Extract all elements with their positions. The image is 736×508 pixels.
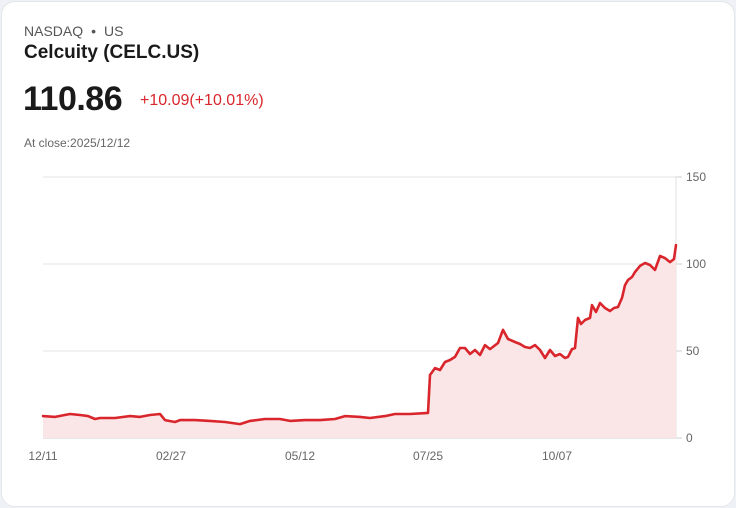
separator-dot: • — [91, 23, 97, 39]
price: 110.86 — [23, 80, 123, 118]
price-area-fill — [43, 245, 676, 438]
price-line[interactable] — [41, 243, 678, 426]
x-tick-label: 07/25 — [413, 449, 443, 463]
x-tick-label: 05/12 — [285, 449, 315, 463]
region: US — [104, 23, 124, 39]
close-timestamp: At close:2025/12/12 — [24, 136, 131, 150]
y-tick-label: 100 — [686, 257, 706, 271]
x-tick-label: 02/27 — [156, 449, 186, 463]
x-tick-label: 10/07 — [542, 449, 572, 463]
stock-title: Celcuity (CELC.US) — [24, 42, 200, 63]
y-tick-label: 0 — [686, 431, 693, 445]
y-tick-label: 50 — [686, 344, 700, 358]
exchange-line: NASDAQ • US — [24, 23, 123, 39]
exchange-name: NASDAQ — [24, 23, 84, 39]
x-tick-label: 12/11 — [28, 449, 57, 463]
price-change: +10.09(+10.01%) — [140, 92, 264, 109]
y-tick-label: 150 — [686, 170, 706, 184]
